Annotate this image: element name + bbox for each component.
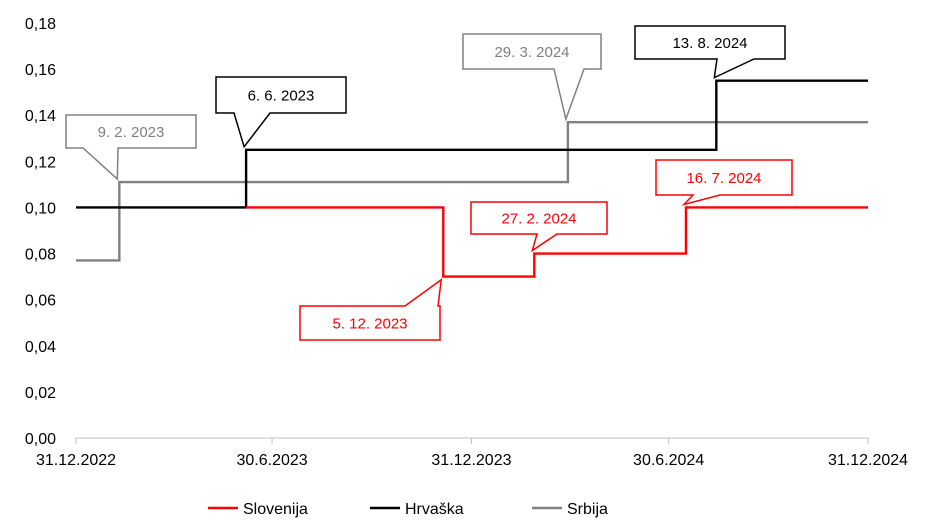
x-tick-label: 30.6.2024 (633, 452, 704, 469)
y-tick-label: 0,10 (25, 200, 56, 217)
callout-label: 16. 7. 2024 (686, 170, 761, 187)
callout-box (634, 25, 786, 79)
series-lines (76, 79, 868, 278)
y-axis-tick-labels: 0,00 0,02 0,04 0,06 0,08 0,10 0,12 0,14 0,16 0,18 (25, 16, 56, 448)
y-tick-label: 0,06 (25, 293, 56, 310)
legend-item-slovenija: Slovenija (208, 501, 308, 518)
callout-27-2-2024: 27. 2. 2024 (470, 201, 608, 253)
callout-29-3-2024: 29. 3. 2024 (462, 33, 602, 122)
y-tick-label: 0,16 (25, 62, 56, 79)
y-tick-label: 0,12 (25, 154, 56, 171)
callout-label: 9. 2. 2023 (98, 124, 165, 141)
y-tick-label: 0,14 (25, 108, 56, 125)
callout-16-7-2024: 16. 7. 2024 (655, 159, 793, 206)
callout-label: 13. 8. 2024 (672, 35, 747, 52)
legend-label: Srbija (567, 501, 608, 518)
callout-box (299, 277, 443, 341)
y-tick-label: 0,02 (25, 385, 56, 402)
callout-label: 29. 3. 2024 (494, 44, 569, 61)
legend: Slovenija Hrvaška Srbija (208, 501, 608, 518)
callout-box (462, 33, 602, 122)
series-line-hrvaska (76, 79, 868, 209)
x-axis-tick-labels: 31.12.2022 30.6.2023 31.12.2023 30.6.2024 31… (36, 438, 908, 469)
x-tick-label: 31.12.2024 (828, 452, 908, 469)
x-tick-label: 31.12.2022 (36, 452, 116, 469)
legend-label: Slovenija (243, 501, 308, 518)
legend-item-hrvaska: Hrvaška (370, 501, 464, 518)
callout-9-2-2023: 9. 2. 2023 (65, 114, 197, 181)
x-tick-label: 30.6.2023 (237, 452, 308, 469)
date-callouts: 9. 2. 2023 6. 6. 2023 29. 3. 2024 13. 8. 20… (65, 25, 793, 341)
callout-box (215, 76, 347, 149)
callout-box (655, 159, 793, 206)
callout-13-8-2024: 13. 8. 2024 (634, 25, 786, 79)
callout-label: 27. 2. 2024 (501, 211, 576, 228)
callout-box (65, 114, 197, 181)
callout-label: 6. 6. 2023 (248, 88, 315, 105)
y-tick-label: 0,04 (25, 339, 56, 356)
callout-box (470, 201, 608, 253)
callout-5-12-2023: 5. 12. 2023 (299, 277, 443, 341)
callout-6-6-2023: 6. 6. 2023 (215, 76, 347, 149)
series-line-srbija (76, 120, 868, 262)
y-tick-label: 0,08 (25, 247, 56, 264)
callout-label: 5. 12. 2023 (332, 316, 407, 333)
x-tick-label: 31.12.2023 (431, 452, 511, 469)
legend-label: Hrvaška (405, 501, 464, 518)
legend-item-srbija: Srbija (532, 501, 608, 518)
y-tick-label: 0,00 (25, 431, 56, 448)
series-line-slovenija (246, 206, 868, 278)
y-tick-label: 0,18 (25, 16, 56, 33)
